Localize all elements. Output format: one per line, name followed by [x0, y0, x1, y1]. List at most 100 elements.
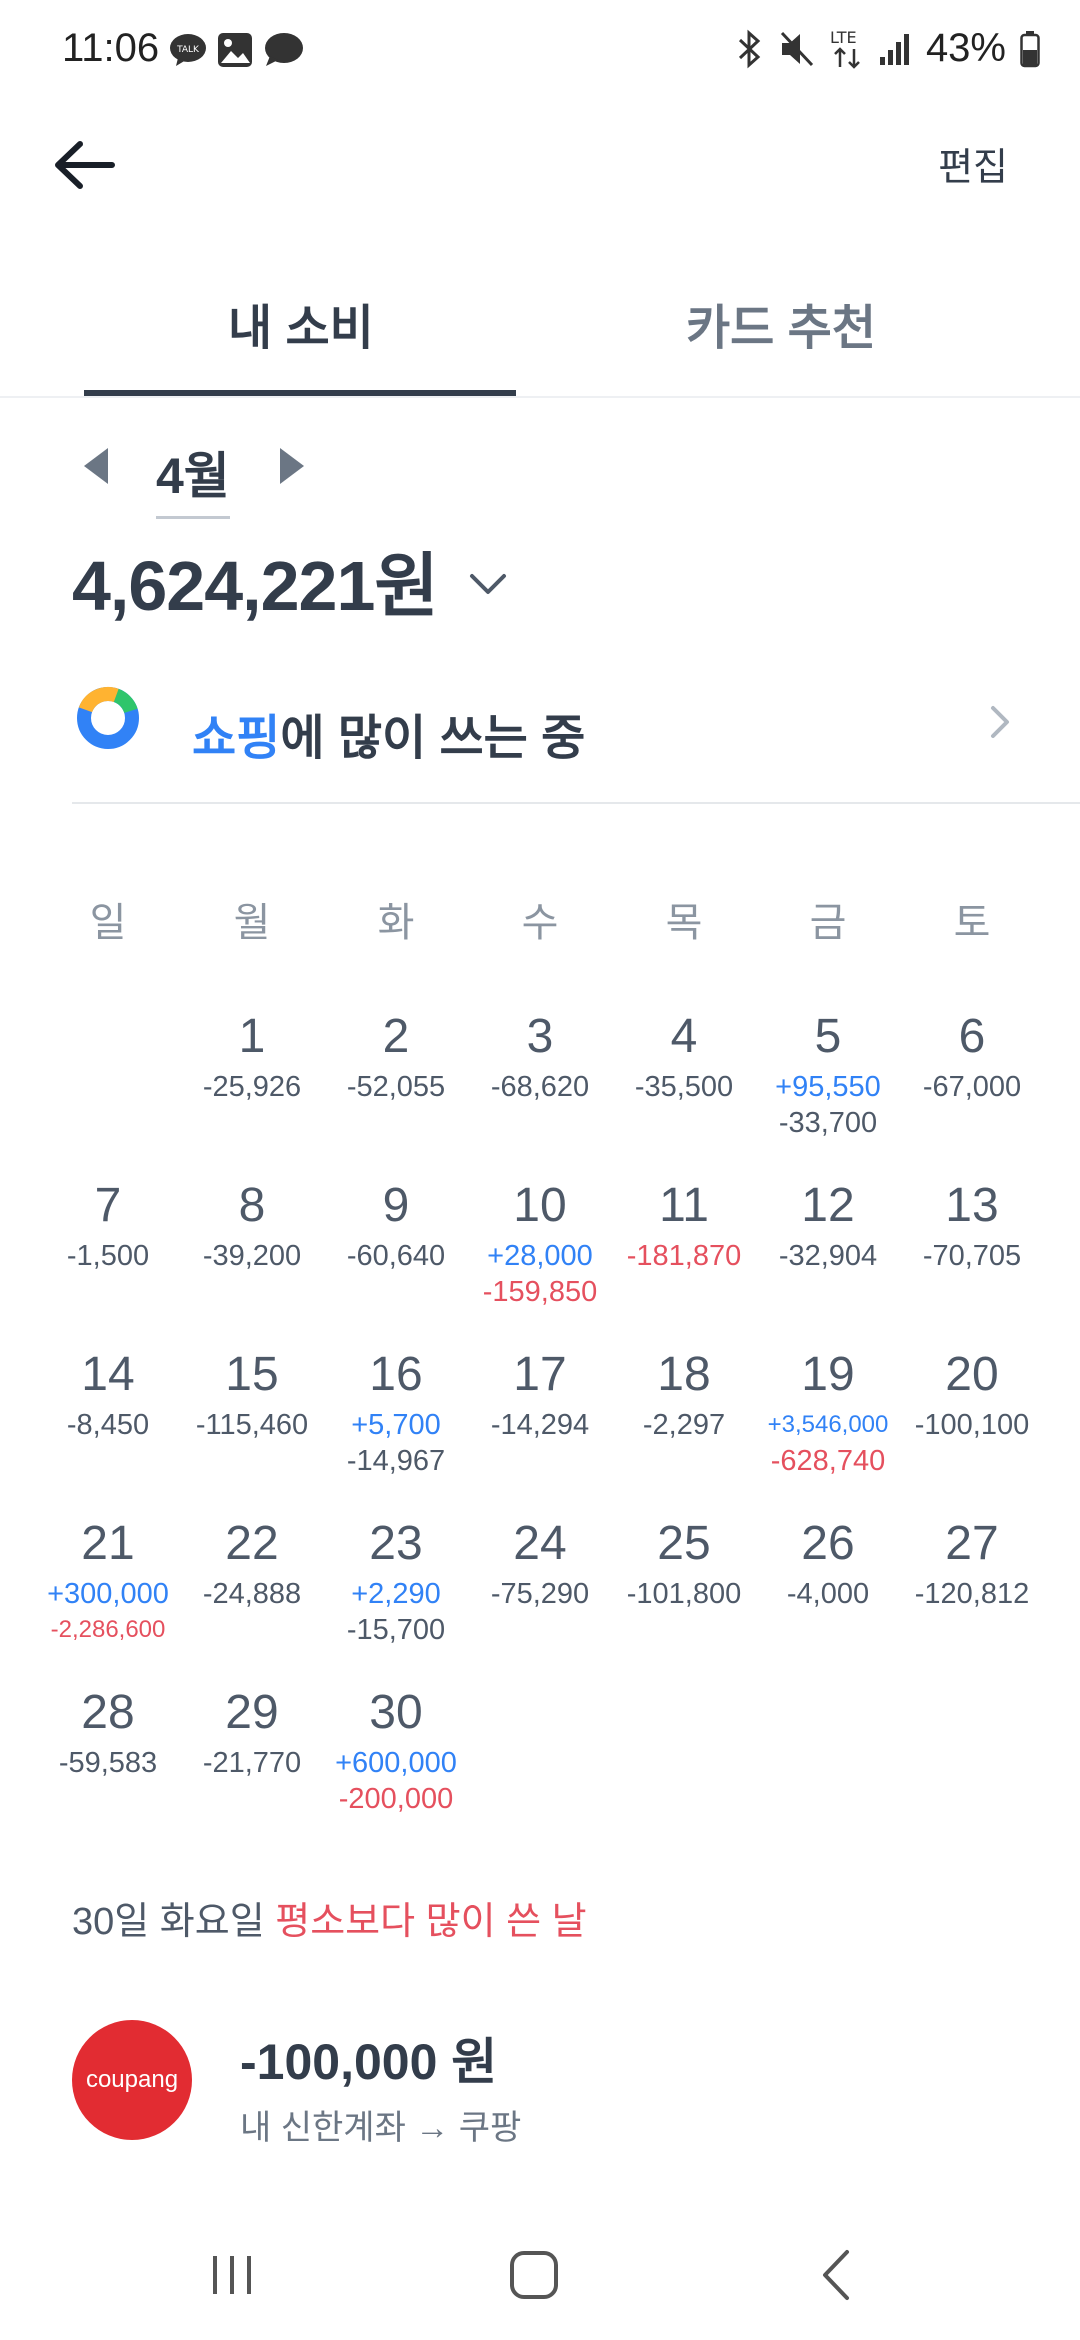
day-income: +300,000 [47, 1578, 169, 1610]
day-number: 15 [225, 1348, 279, 1401]
day-expense: -14,967 [346, 1445, 446, 1477]
day-number: 4 [670, 1010, 698, 1063]
battery-icon [1020, 30, 1040, 67]
transaction-amount: -100,000 원 [240, 2034, 498, 2090]
calendar-day[interactable]: 23 +2,290 -15,700 [324, 1512, 468, 1681]
calendar-day[interactable]: 18 -2,297 [612, 1343, 756, 1512]
weekday-fri: 금 [809, 901, 847, 945]
day-number: 13 [945, 1179, 999, 1232]
day-expense: -14,294 [490, 1409, 590, 1441]
day-number: 27 [945, 1517, 999, 1570]
day-expense: -75,290 [490, 1578, 590, 1610]
divider [72, 802, 1080, 804]
day-number: 18 [657, 1348, 711, 1401]
day-expense: -200,000 [338, 1783, 454, 1815]
day-expense: -70,705 [922, 1240, 1022, 1272]
day-expense: -2,297 [642, 1409, 726, 1441]
weekday-thu: 목 [665, 901, 703, 945]
calendar-day[interactable]: 21 +300,000 -2,286,600 [36, 1512, 180, 1681]
battery-percent: 43% [925, 26, 1006, 70]
calendar-day[interactable]: 13 -70,705 [900, 1174, 1044, 1343]
nav-back-button[interactable] [796, 2240, 876, 2310]
weekday-sat: 토 [953, 901, 991, 945]
calendar-day[interactable]: 6 -67,000 [900, 1005, 1044, 1174]
lte-icon: LTE [830, 28, 860, 69]
day-expense: -1,500 [66, 1240, 150, 1272]
next-month-icon[interactable] [280, 448, 304, 484]
transaction-item[interactable]: coupang -100,000 원 내 신한계좌 → 쿠팡 [72, 2020, 1008, 2147]
day-expense: -32,904 [778, 1240, 878, 1272]
recent-apps-button[interactable] [192, 2240, 272, 2310]
day-number: 28 [81, 1686, 135, 1739]
day-number: 6 [958, 1010, 986, 1063]
day-expense: -59,583 [58, 1747, 158, 1779]
home-button[interactable] [494, 2240, 574, 2310]
day-expense: -101,800 [626, 1578, 742, 1610]
calendar-day[interactable]: 9 -60,640 [324, 1174, 468, 1343]
day-number: 14 [81, 1348, 135, 1401]
day-number: 25 [657, 1517, 711, 1570]
day-number: 1 [238, 1010, 266, 1063]
calendar-day[interactable]: 10 +28,000 -159,850 [468, 1174, 612, 1343]
spending-insight[interactable]: 쇼핑에 많이 쓰는 중 [72, 680, 1012, 800]
tab-my-spending[interactable]: 내 소비 [228, 302, 374, 355]
calendar-day[interactable]: 15 -115,460 [180, 1343, 324, 1512]
calendar-day[interactable]: 16 +5,700 -14,967 [324, 1343, 468, 1512]
day-expense: -100,100 [914, 1409, 1030, 1441]
total-spending[interactable]: 4,624,221원 [72, 530, 508, 631]
bluetooth-icon [738, 29, 761, 68]
day-number: 7 [94, 1179, 122, 1232]
notification-icons: TALK [168, 30, 304, 70]
calendar-day[interactable]: 19 +3,546,000 -628,740 [756, 1343, 900, 1512]
calendar-day[interactable]: 28 -59,583 [36, 1681, 180, 1850]
back-button[interactable] [50, 130, 120, 200]
day-number: 16 [369, 1348, 423, 1401]
system-nav-bar [0, 2210, 1080, 2340]
day-number: 5 [814, 1010, 842, 1063]
calendar-day[interactable]: 4 -35,500 [612, 1005, 756, 1174]
day-number: 29 [225, 1686, 279, 1739]
tab-card-recommendation[interactable]: 카드 추천 [686, 302, 876, 355]
calendar-day[interactable]: 29 -21,770 [180, 1681, 324, 1850]
calendar-day[interactable]: 25 -101,800 [612, 1512, 756, 1681]
day-number: 17 [513, 1348, 567, 1401]
day-number: 11 [659, 1179, 709, 1232]
day-number: 24 [513, 1517, 567, 1570]
calendar-day[interactable]: 7 -1,500 [36, 1174, 180, 1343]
calendar-day[interactable]: 1 -25,926 [180, 1005, 324, 1174]
calendar-day[interactable]: 3 -68,620 [468, 1005, 612, 1174]
nav-back-icon [823, 2250, 849, 2300]
calendar-day[interactable]: 2 -52,055 [324, 1005, 468, 1174]
day-expense: -628,740 [770, 1445, 886, 1477]
calendar-day[interactable]: 17 -14,294 [468, 1343, 612, 1512]
edit-button[interactable]: 편집 [938, 147, 1008, 189]
weekday-header: 일 월 화 수 목 금 토 [36, 890, 1044, 948]
talk-icon: TALK [170, 34, 206, 66]
calendar-day[interactable]: 12 -32,904 [756, 1174, 900, 1343]
calendar-day[interactable]: 30 +600,000 -200,000 [324, 1681, 468, 1850]
calendar-day[interactable]: 20 -100,100 [900, 1343, 1044, 1512]
calendar-day[interactable]: 14 -8,450 [36, 1343, 180, 1512]
total-amount: 4,624,221원 [72, 547, 439, 625]
calendar-day[interactable]: 24 -75,290 [468, 1512, 612, 1681]
calendar-day[interactable]: 26 -4,000 [756, 1512, 900, 1681]
svg-text:LTE: LTE [830, 28, 857, 47]
day-expense: -115,460 [195, 1409, 309, 1441]
calendar-day[interactable]: 22 -24,888 [180, 1512, 324, 1681]
donut-chart-icon [77, 687, 139, 749]
calendar-day[interactable]: 8 -39,200 [180, 1174, 324, 1343]
calendar-day[interactable]: 5 +95,550 -33,700 [756, 1005, 900, 1174]
day-number: 23 [369, 1517, 423, 1570]
month-label[interactable]: 4월 [156, 436, 230, 519]
active-tab-indicator [84, 390, 516, 396]
spending-calendar: 1 -25,926 2 -52,055 3 -68,620 4 -35,500 5 +95,550… [36, 1005, 1044, 1850]
day-number: 20 [945, 1348, 999, 1401]
day-number: 12 [801, 1179, 855, 1232]
calendar-day[interactable]: 27 -120,812 [900, 1512, 1044, 1681]
calendar-day[interactable]: 11 -181,870 [612, 1174, 756, 1343]
selected-day-summary: 30일 화요일 평소보다 많이 쓴 날 [72, 1890, 587, 1945]
weekday-mon: 월 [233, 901, 271, 945]
day-expense: -8,450 [66, 1409, 150, 1441]
prev-month-icon[interactable] [84, 448, 108, 484]
system-icons: LTE 43% [736, 26, 1040, 71]
